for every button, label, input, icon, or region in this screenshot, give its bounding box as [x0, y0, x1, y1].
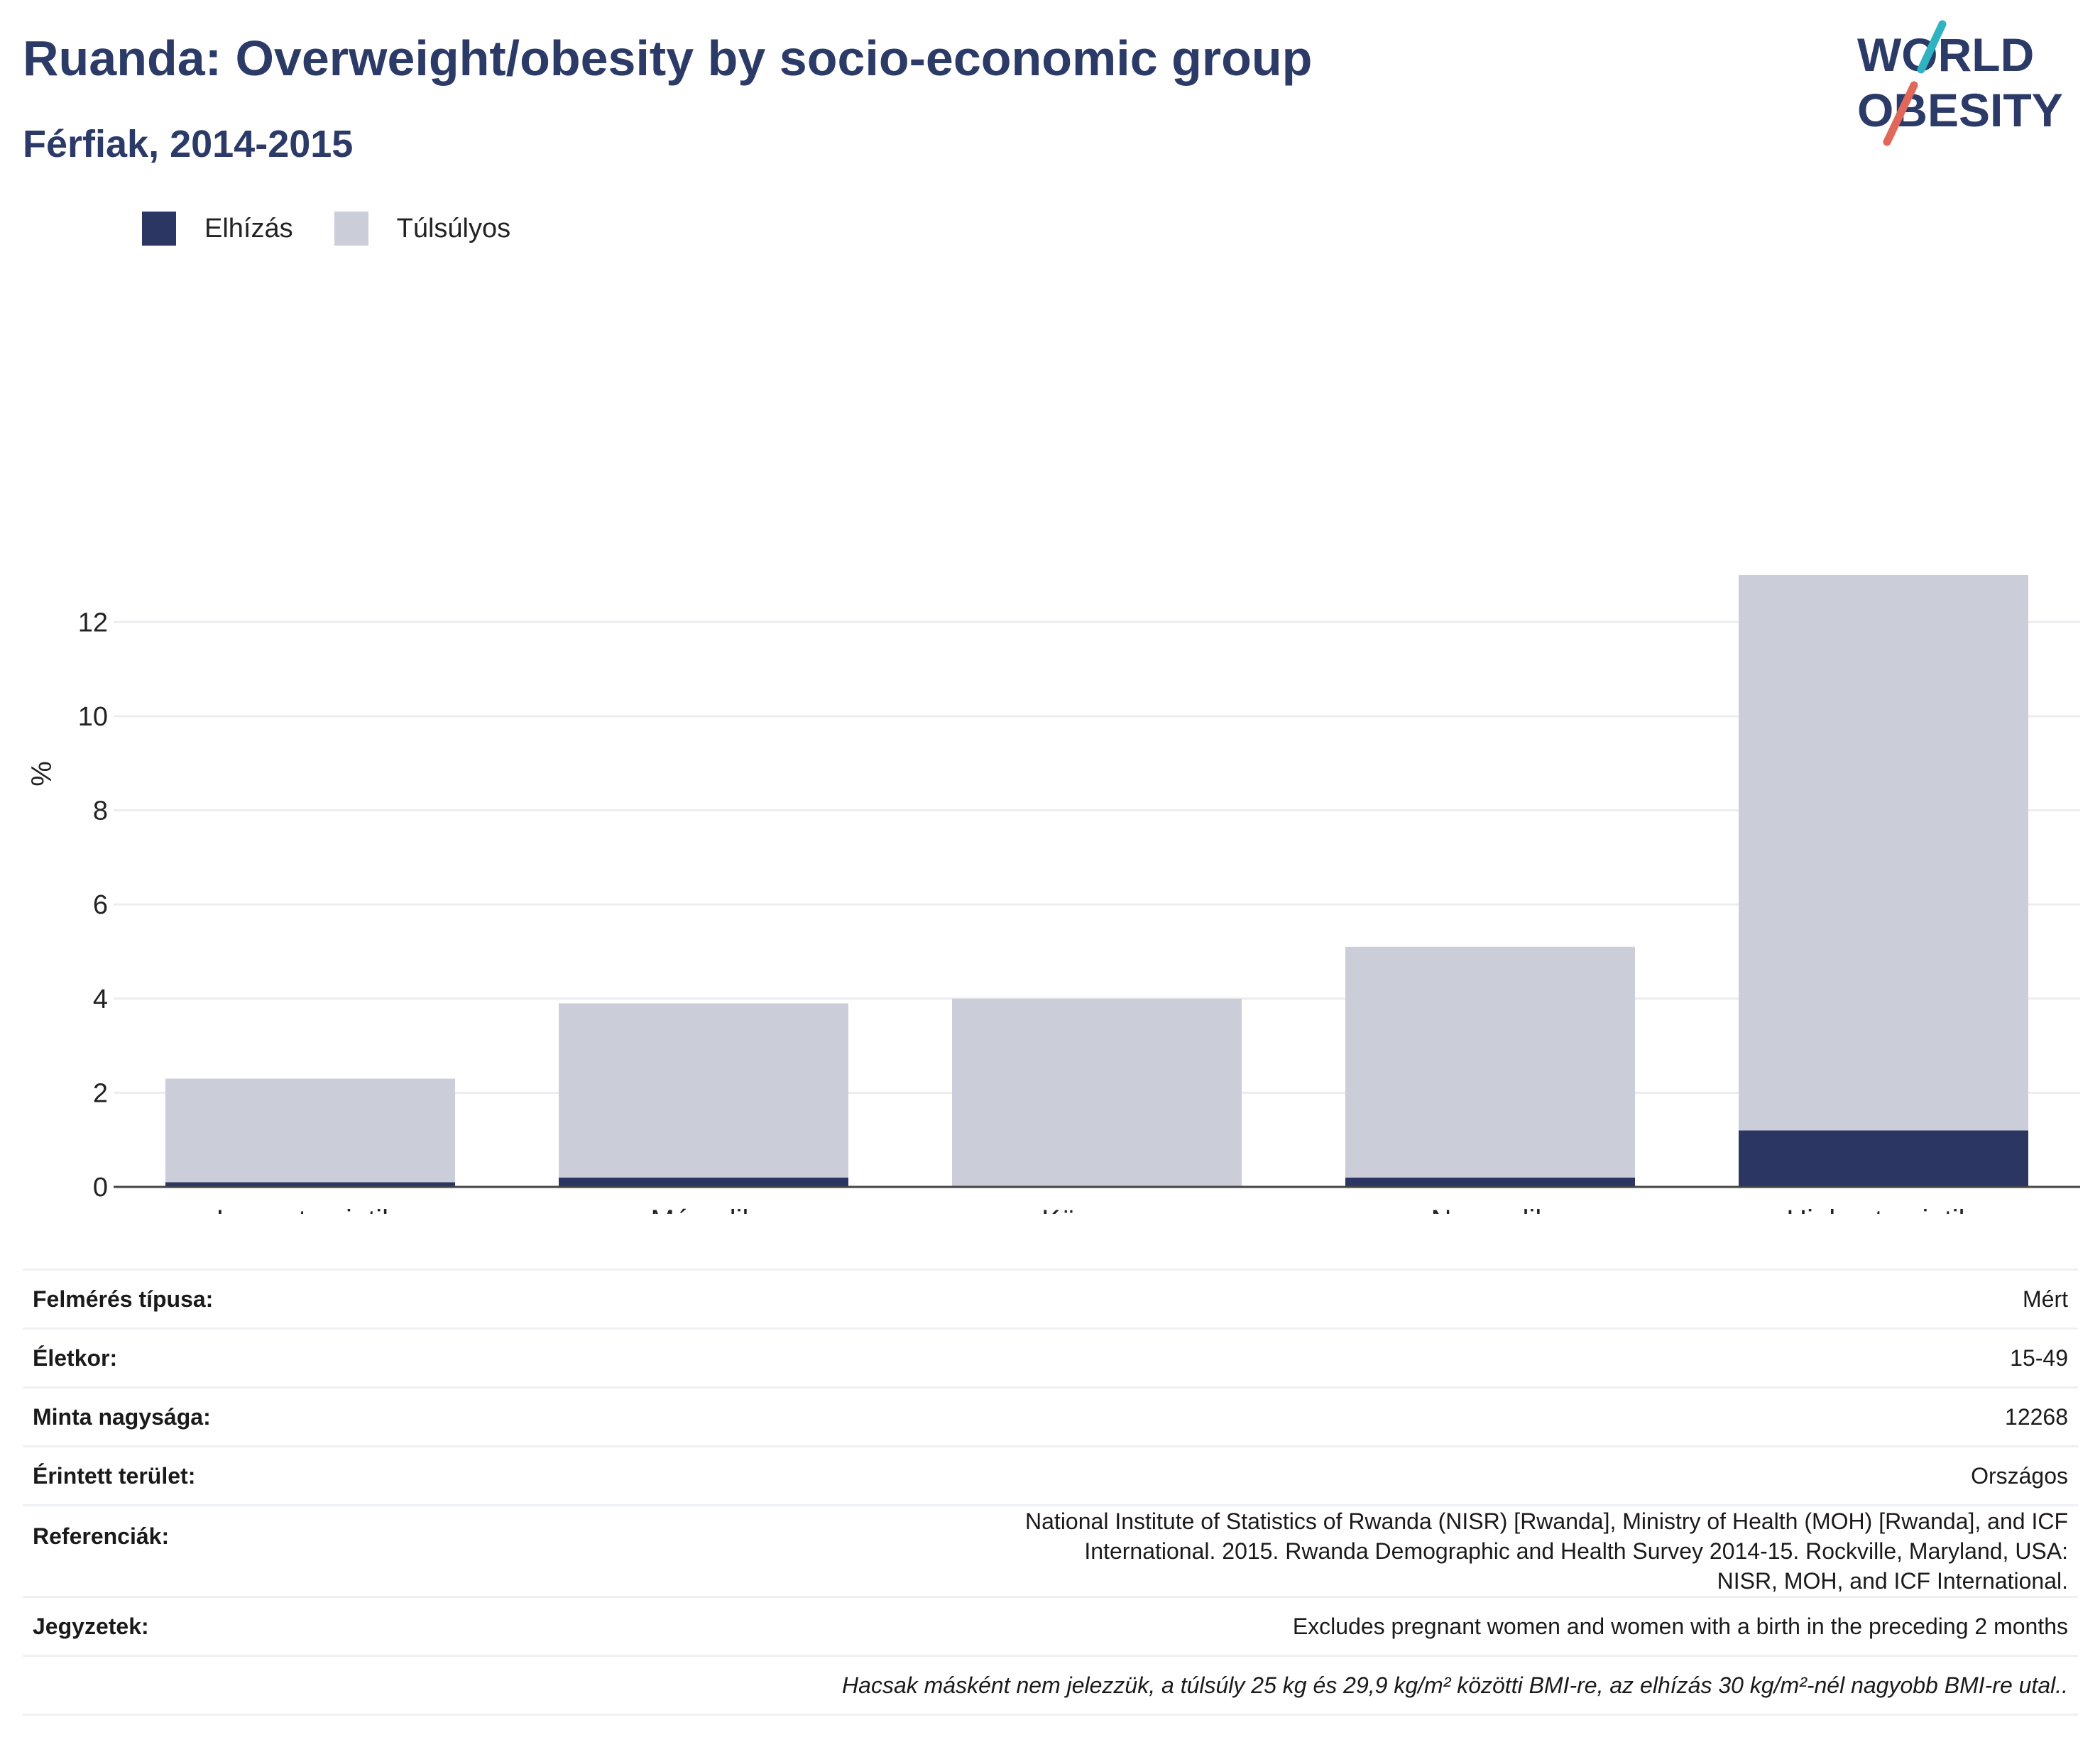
- meta-value: National Institute of Statistics of Rwan…: [469, 1504, 2078, 1597]
- stacked-bar-chart: 0 2 4 6 8 10 12% Lowest quintile Második Közepes N…: [26, 575, 2080, 1214]
- x-tick-label: Negyedik: [1431, 1205, 1551, 1214]
- meta-row-survey-type: Felmérés típusa: Mért: [23, 1269, 2078, 1329]
- y-tick-label: 2: [93, 1078, 108, 1108]
- bar-overweight: [165, 1078, 455, 1183]
- y-tick-label: 0: [93, 1173, 108, 1203]
- y-tick-label: 10: [78, 702, 108, 732]
- x-tick-label: Lowest quintile: [217, 1205, 405, 1214]
- legend-label-overweight: Túlsúlyos: [396, 213, 511, 243]
- world-obesity-logo[interactable]: WORLD OBESITY: [1853, 20, 2080, 148]
- bar-obesity: [1345, 1177, 1635, 1187]
- meta-row-area: Érintett terület: Országos: [23, 1445, 2078, 1506]
- bar-overweight: [1345, 946, 1635, 1178]
- bar-overweight: [1739, 575, 2028, 1131]
- survey-metadata-table: Felmérés típusa: Mért Életkor: 15-49 Min…: [23, 1269, 2078, 1716]
- y-tick-label: 12: [78, 608, 108, 637]
- meta-value: Országos: [469, 1445, 2078, 1506]
- y-tick-label: 6: [93, 890, 108, 920]
- y-tick-label: 4: [93, 985, 108, 1014]
- chart-legend: Elhízás Túlsúlyos: [142, 212, 552, 246]
- meta-key: Felmérés típusa:: [23, 1269, 469, 1329]
- chart-title: Ruanda: Overweight/obesity by socio-econ…: [23, 31, 1313, 86]
- y-tick-label: 8: [93, 796, 108, 826]
- legend-swatch-overweight: [334, 212, 368, 246]
- meta-row-notes: Jegyzetek: Excludes pregnant women and w…: [23, 1596, 2078, 1656]
- meta-value: Mért: [469, 1269, 2078, 1329]
- meta-key: Életkor:: [23, 1327, 469, 1388]
- meta-key: Referenciák:: [23, 1504, 469, 1597]
- legend-item-overweight[interactable]: Túlsúlyos: [334, 212, 511, 246]
- meta-row-age: Életkor: 15-49: [23, 1327, 2078, 1388]
- x-tick-label: Második: [651, 1205, 758, 1214]
- legend-item-obesity[interactable]: Elhízás: [142, 212, 293, 246]
- logo-text-line1: WORLD: [1857, 28, 2034, 81]
- legend-swatch-obesity: [142, 212, 176, 246]
- meta-row-references: Referenciák: National Institute of Stati…: [23, 1504, 2078, 1597]
- x-tick-label: Highest quintile: [1786, 1205, 1981, 1214]
- chart-subtitle: Férfiak, 2014-2015: [23, 123, 354, 165]
- bar-obesity: [559, 1177, 848, 1187]
- meta-key: Érintett terület:: [23, 1445, 469, 1506]
- bar-obesity: [1739, 1130, 2028, 1187]
- meta-value: Excludes pregnant women and women with a…: [469, 1596, 2078, 1656]
- meta-row-sample-size: Minta nagysága: 12268: [23, 1386, 2078, 1447]
- meta-key: Minta nagysága:: [23, 1386, 469, 1447]
- x-tick-label: Közepes: [1041, 1205, 1152, 1214]
- bar-obesity: [165, 1182, 455, 1187]
- logo-slash-teal: [1917, 20, 1947, 74]
- legend-label-obesity: Elhízás: [204, 213, 293, 243]
- meta-key: Jegyzetek:: [23, 1596, 469, 1656]
- meta-row-footnote: Hacsak másként nem jelezzük, a túlsúly 2…: [23, 1655, 2078, 1716]
- y-axis-label: %: [26, 761, 58, 787]
- world-obesity-logo-graphic: WORLD OBESITY: [1857, 20, 2063, 146]
- meta-value: 15-49: [469, 1327, 2078, 1388]
- meta-footnote: Hacsak másként nem jelezzük, a túlsúly 2…: [23, 1655, 2078, 1716]
- bar-overweight: [952, 998, 1242, 1187]
- logo-slash-coral: [1883, 81, 1918, 146]
- logo-text-line2: OBESITY: [1857, 84, 2063, 136]
- bar-overweight: [559, 1003, 848, 1178]
- meta-value: 12268: [469, 1386, 2078, 1447]
